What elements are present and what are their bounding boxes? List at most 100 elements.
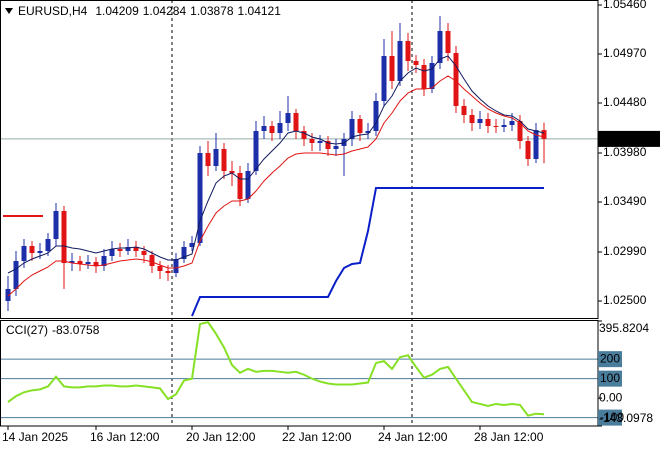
candle-body [309, 139, 315, 143]
candle-body [189, 243, 195, 247]
y-tick-label: 1.03490 [603, 194, 647, 208]
candle-body [253, 131, 259, 171]
candle-body [85, 262, 91, 264]
candle-body [29, 246, 35, 253]
candle-body [157, 266, 163, 271]
indicator-line [7, 75, 545, 297]
menu-arrow [5, 8, 13, 14]
candle-body [109, 249, 115, 256]
candle-body [21, 246, 27, 261]
y-tick-label: 1.04480 [603, 95, 647, 109]
candle-body [541, 130, 547, 139]
x-tick-label: 14 Jan 2025 [2, 430, 68, 444]
candle-body [285, 113, 291, 123]
candle-body [421, 65, 427, 89]
candle-body [261, 126, 267, 131]
level-box [598, 409, 622, 426]
candle-body [173, 259, 179, 273]
candle-body [269, 126, 275, 133]
candle-body [525, 141, 531, 159]
candle-body [93, 262, 99, 266]
price-box [598, 130, 660, 147]
y-tick-label: -143.0978 [599, 411, 653, 425]
candle-body [437, 31, 443, 63]
candle-body [221, 149, 227, 171]
main-frame [0, 0, 599, 319]
close: 1.04121 [238, 4, 282, 18]
candle-body [357, 119, 363, 133]
candle-body [165, 271, 171, 273]
price-label: 1.04121 [603, 131, 647, 145]
y-tick-label: 1.02500 [603, 293, 647, 307]
candle-body [485, 119, 491, 126]
candle-body [317, 141, 323, 143]
y-tick-label: 1.05460 [603, 0, 647, 11]
level-label: 200 [600, 351, 620, 365]
x-tick-label: 22 Jan 12:00 [282, 430, 352, 444]
candle-body [141, 251, 147, 255]
low: 1.03878 [190, 4, 234, 18]
x-tick-label: 28 Jan 12:00 [474, 430, 544, 444]
candle-body [397, 41, 403, 81]
candle-body [373, 101, 379, 131]
candle-body [229, 171, 235, 173]
candle-body [461, 106, 467, 115]
high: 1.04284 [143, 4, 187, 18]
level-label: -100 [600, 410, 624, 424]
candle-body [517, 121, 523, 141]
candle-body [405, 41, 411, 61]
candle-body [381, 56, 387, 101]
candle-body [117, 249, 123, 251]
candle-body [501, 125, 507, 127]
candle-body [237, 173, 243, 199]
candle-body [445, 31, 451, 53]
y-tick-label: 1.02990 [603, 244, 647, 258]
y-tick-label: 1.04970 [603, 46, 647, 60]
candle-body [349, 119, 355, 139]
header: EURUSD,H4 1.04209 1.04284 1.03878 1.04121 [18, 4, 281, 18]
y-tick-label: 1.03980 [603, 145, 647, 159]
cci-value: -83.0758 [52, 323, 100, 337]
candle-body [453, 53, 459, 106]
cci-name: CCI(27) [6, 323, 48, 337]
candle-body [245, 171, 251, 199]
plot [0, 16, 598, 419]
candle-body [13, 261, 19, 289]
candle-body [205, 153, 211, 166]
cci-header: CCI(27) -83.0758 [6, 323, 100, 337]
candle-body [45, 239, 51, 251]
candle-body [61, 211, 67, 263]
candle-body [365, 131, 371, 133]
symbol: EURUSD,H4 [18, 4, 88, 18]
candle-body [37, 251, 43, 253]
candle-body [509, 121, 515, 125]
candle-body [301, 131, 307, 139]
indicator-line [7, 55, 545, 274]
y-tick-label: 395.8204 [599, 321, 649, 335]
candle-body [325, 141, 331, 149]
candle-body [101, 256, 107, 266]
candle-body [133, 247, 139, 251]
x-tick-label: 20 Jan 12:00 [186, 430, 256, 444]
x-tick-label: 24 Jan 12:00 [378, 430, 448, 444]
open: 1.04209 [95, 4, 139, 18]
cci-line [7, 320, 545, 417]
candle-body [293, 113, 299, 131]
y-tick-label: 0.00 [599, 390, 623, 404]
candle-body [181, 247, 187, 259]
candle-body [53, 211, 59, 239]
candle-body [493, 126, 499, 127]
candle-body [469, 115, 475, 123]
candle-body [69, 261, 75, 263]
level-label: 100 [600, 371, 620, 385]
level-box [598, 370, 622, 387]
candle-body [333, 146, 339, 149]
candle-body [477, 119, 483, 123]
candle-body [77, 261, 83, 264]
candle-body [429, 63, 435, 89]
level-box [598, 351, 622, 368]
x-tick-label: 16 Jan 12:00 [90, 430, 160, 444]
